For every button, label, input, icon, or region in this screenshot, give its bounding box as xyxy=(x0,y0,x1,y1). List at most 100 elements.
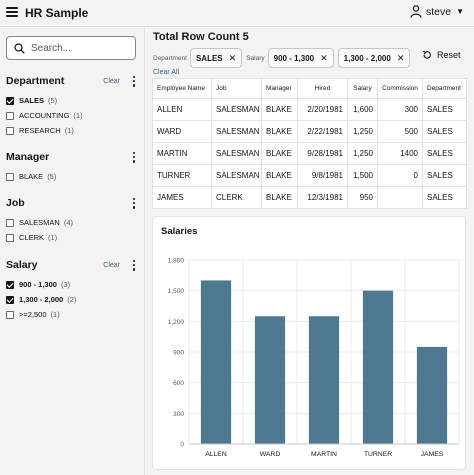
facet-title: Salary xyxy=(6,259,38,271)
column-header[interactable]: Hired xyxy=(297,78,348,99)
column-header[interactable]: Salary xyxy=(347,78,378,99)
checkbox[interactable] xyxy=(6,295,14,304)
table-cell: TURNER xyxy=(152,164,212,187)
reset-button[interactable]: Reset xyxy=(422,48,461,62)
search-box[interactable] xyxy=(6,36,136,60)
table-cell: ALLEN xyxy=(152,98,212,121)
table-cell: 9/8/1981 xyxy=(297,164,348,187)
table-cell: SALESMAN xyxy=(211,142,262,165)
column-header[interactable]: Department xyxy=(422,78,467,99)
table-row[interactable]: ALLEN SALESMAN BLAKE 2/20/1981 1,600 300 SALES xyxy=(152,98,467,121)
more-actions-icon[interactable] xyxy=(132,151,136,163)
filter-chip-1300-2000[interactable]: 1,300 - 2,000 ✕ xyxy=(337,48,411,68)
column-header[interactable]: Employee Name xyxy=(152,78,212,99)
user-menu[interactable]: steve ▼ xyxy=(410,5,464,18)
column-header[interactable]: Manager xyxy=(261,78,298,99)
facet-title: Manager xyxy=(6,151,50,163)
more-actions-icon[interactable] xyxy=(132,197,136,209)
table-cell: 2/20/1981 xyxy=(297,98,348,121)
y-tick-label: 1,800 xyxy=(168,258,185,265)
app-header: HR Sample steve ▼ xyxy=(0,0,474,27)
checkbox[interactable] xyxy=(6,280,14,289)
facet-option-accounting[interactable]: ACCOUNTING (1) xyxy=(6,108,136,123)
x-tick-label: WARD xyxy=(260,451,281,458)
table-cell: SALESMAN xyxy=(211,164,262,187)
checkbox[interactable] xyxy=(6,111,14,120)
column-header[interactable]: Commission xyxy=(377,78,423,99)
table-cell: SALESMAN xyxy=(211,98,262,121)
clear-all-link[interactable]: Clear All xyxy=(153,69,180,76)
checkbox[interactable] xyxy=(6,126,14,135)
table-cell: BLAKE xyxy=(261,98,298,121)
salaries-chart-card: Salaries 0 300 600 900 1,200 1,500 1,800 ALLEN W… xyxy=(152,216,466,470)
checkbox[interactable] xyxy=(6,310,14,319)
table-cell: WARD xyxy=(152,120,212,143)
facet-option-900-1300[interactable]: 900 - 1,300 (3) xyxy=(6,277,136,292)
facet-sidebar: Department Clear SALES(5) ACCOUNTING(1) … xyxy=(0,28,145,475)
close-icon[interactable]: ✕ xyxy=(320,52,328,63)
table-cell: SALES xyxy=(422,98,467,121)
search-icon xyxy=(14,42,25,54)
table-cell: BLAKE xyxy=(261,142,298,165)
table-row[interactable]: TURNER SALESMAN BLAKE 9/8/1981 1,500 0 SALES xyxy=(152,164,467,187)
facet-option-research[interactable]: RESEARCH (1) xyxy=(6,123,136,138)
salaries-bar-chart: 0 300 600 900 1,200 1,500 1,800 ALLEN WARD MARTIN… xyxy=(168,258,460,458)
close-icon[interactable]: ✕ xyxy=(228,52,237,63)
table-header-row: Employee Name Job Manager Hired Salary C… xyxy=(152,78,467,99)
table-row[interactable]: JAMES CLERK BLAKE 12/3/1981 950 SALES xyxy=(152,186,467,209)
x-tick-label: JAMES xyxy=(421,451,444,458)
checkbox[interactable] xyxy=(6,218,14,227)
facet-title: Department xyxy=(6,75,65,87)
table-cell xyxy=(377,186,423,209)
table-cell: 9/28/1981 xyxy=(297,142,348,165)
employee-table: Employee Name Job Manager Hired Salary C… xyxy=(152,78,467,209)
table-row[interactable]: MARTIN SALESMAN BLAKE 9/28/1981 1,250 1400 SAL… xyxy=(152,142,467,165)
hamburger-menu-icon[interactable] xyxy=(6,7,18,17)
table-cell: 0 xyxy=(377,164,423,187)
reset-icon xyxy=(422,50,431,59)
more-actions-icon[interactable] xyxy=(132,259,136,271)
table-cell: SALESMAN xyxy=(211,120,262,143)
table-cell: 1400 xyxy=(377,142,423,165)
table-cell: CLERK xyxy=(211,186,262,209)
y-tick-label: 900 xyxy=(173,350,184,357)
facet-clear-link[interactable]: Clear xyxy=(103,261,120,269)
checkbox[interactable] xyxy=(6,172,14,181)
facet-salary: Salary Clear 900 - 1,300 (3) 1,300 - 2,00… xyxy=(6,258,136,322)
facet-option-clerk[interactable]: CLERK (1) xyxy=(6,230,136,245)
checkbox[interactable] xyxy=(6,233,14,242)
user-icon xyxy=(410,5,422,18)
facet-option-salesman[interactable]: SALESMAN (4) xyxy=(6,215,136,230)
y-tick-label: 600 xyxy=(173,380,184,387)
table-cell: SALES xyxy=(422,142,467,165)
table-row[interactable]: WARD SALESMAN BLAKE 2/22/1981 1,250 500 SALES xyxy=(152,120,467,143)
y-tick-label: 1,200 xyxy=(168,319,185,326)
table-cell: 1,250 xyxy=(347,120,378,143)
more-actions-icon[interactable] xyxy=(132,75,136,87)
facet-job: Job SALESMAN (4) CLERK (1) xyxy=(6,196,136,245)
x-tick-label: MARTIN xyxy=(311,451,337,458)
table-cell: 950 xyxy=(347,186,378,209)
table-cell: 300 xyxy=(377,98,423,121)
bar[interactable] xyxy=(308,316,340,444)
bar[interactable] xyxy=(254,316,286,444)
table-cell: BLAKE xyxy=(261,120,298,143)
filter-group-label: Salary xyxy=(246,54,265,62)
search-input[interactable] xyxy=(31,42,126,54)
column-header[interactable]: Job xyxy=(211,78,262,99)
close-icon[interactable]: ✕ xyxy=(396,52,405,63)
facet-option-blake[interactable]: BLAKE (5) xyxy=(6,169,136,184)
table-cell: 1,500 xyxy=(347,164,378,187)
facet-option-sales[interactable]: SALES (5) xyxy=(6,93,136,108)
bar[interactable] xyxy=(416,346,448,444)
table-cell: BLAKE xyxy=(261,164,298,187)
checkbox[interactable] xyxy=(6,96,14,105)
bar[interactable] xyxy=(362,290,394,444)
filter-chip-900-1300[interactable]: 900 - 1,300 ✕ xyxy=(267,48,334,68)
facet-title: Job xyxy=(6,197,25,209)
filter-chip-sales[interactable]: SALES ✕ xyxy=(189,48,243,68)
facet-option-2500-plus[interactable]: >=2,500 (1) xyxy=(6,307,136,322)
facet-clear-link[interactable]: Clear xyxy=(103,77,120,85)
bar[interactable] xyxy=(200,280,232,444)
facet-option-1300-2000[interactable]: 1,300 - 2,000 (2) xyxy=(6,292,136,307)
